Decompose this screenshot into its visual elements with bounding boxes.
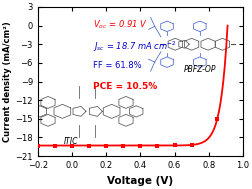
Text: $J_{sc}$ = 18.7 mA cm$^{-2}$: $J_{sc}$ = 18.7 mA cm$^{-2}$	[93, 40, 176, 54]
Text: $V_{oc}$ = 0.91 V: $V_{oc}$ = 0.91 V	[93, 19, 147, 31]
Text: PCE = 10.5%: PCE = 10.5%	[93, 81, 157, 91]
Text: FF = 61.8%: FF = 61.8%	[93, 61, 141, 70]
Text: PBFZ-OP: PBFZ-OP	[183, 65, 215, 74]
Text: ITIC: ITIC	[63, 137, 78, 146]
X-axis label: Voltage (V): Voltage (V)	[107, 176, 173, 186]
Y-axis label: Current density (mA/cm²): Current density (mA/cm²)	[4, 21, 12, 142]
